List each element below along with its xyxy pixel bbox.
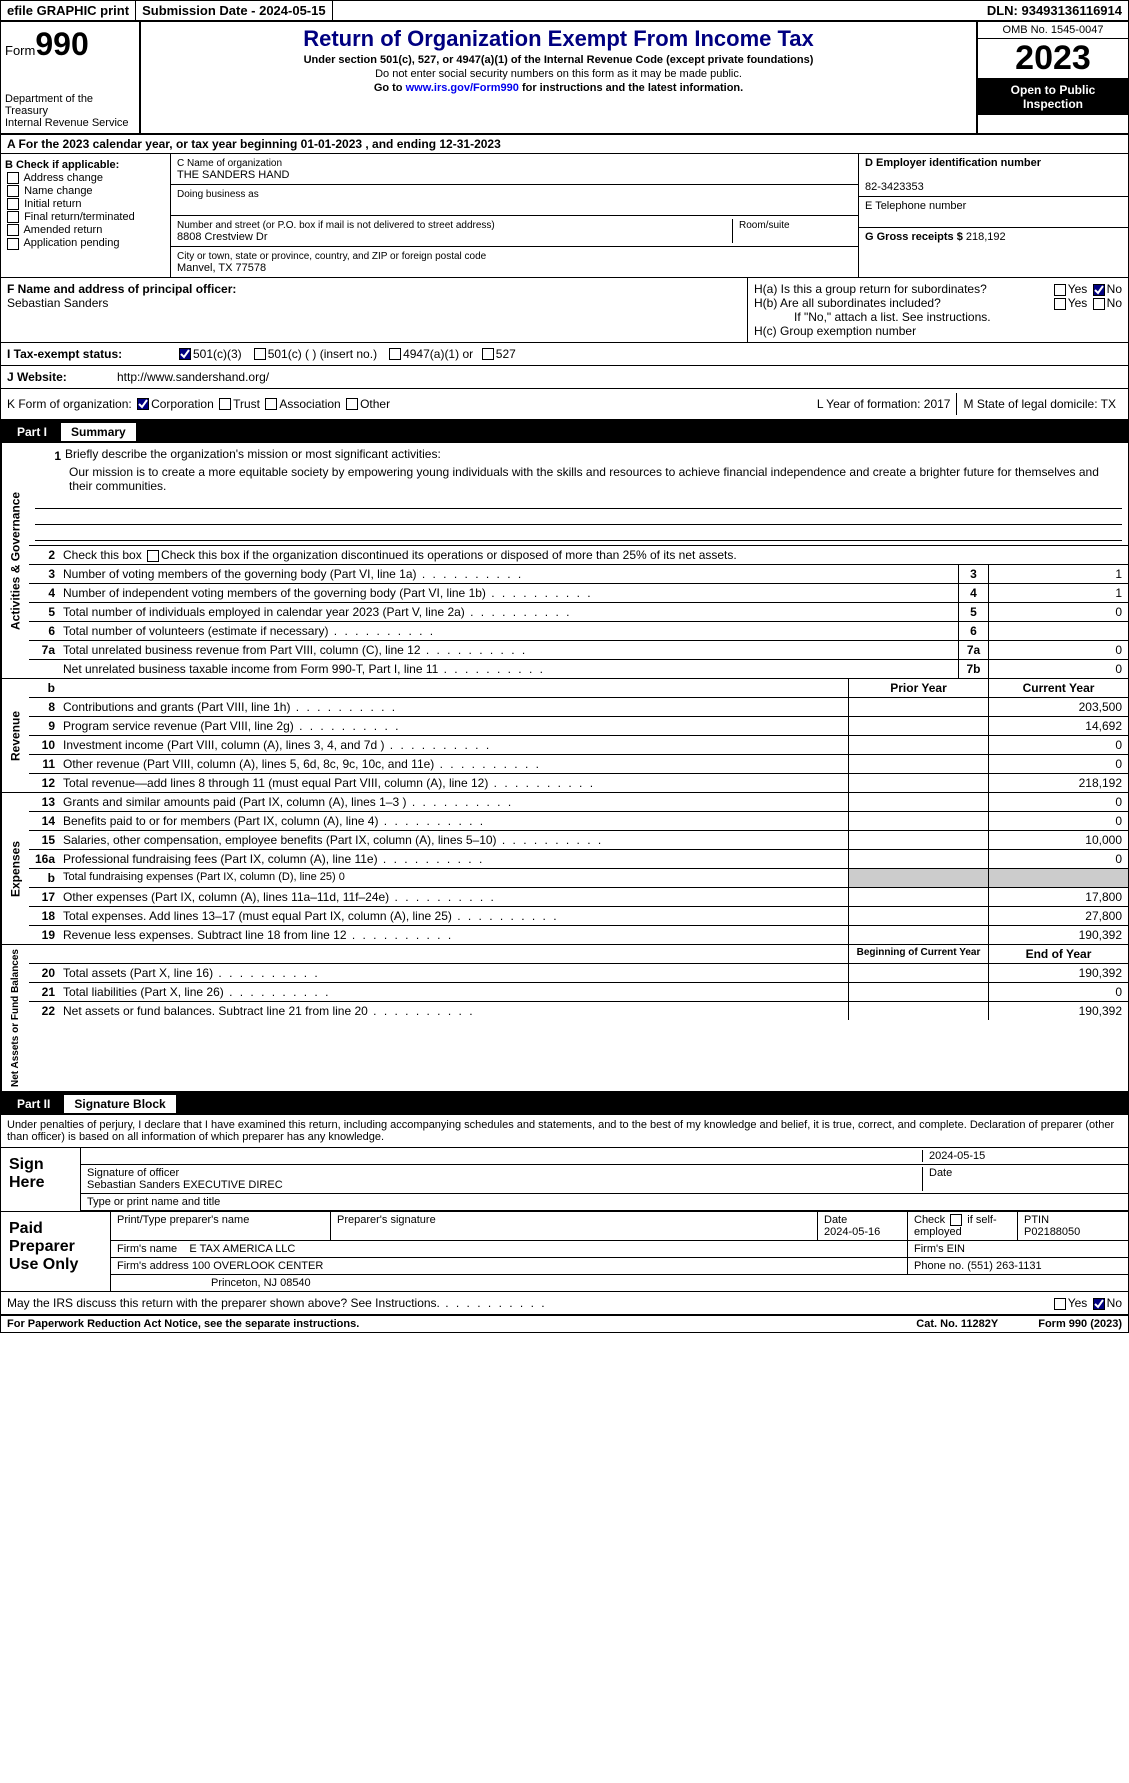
footer: For Paperwork Reduction Act Notice, see … — [1, 1316, 1128, 1332]
sign-date: 2024-05-15 — [922, 1150, 1122, 1162]
ck-corp[interactable] — [137, 398, 149, 410]
discuss-no[interactable] — [1093, 1298, 1105, 1310]
ck-501c3[interactable] — [179, 348, 191, 360]
submission-date: Submission Date - 2024-05-15 — [136, 1, 333, 20]
ck-selfemp[interactable] — [950, 1214, 962, 1226]
revenue-section: Revenue bPrior YearCurrent Year 8Contrib… — [1, 679, 1128, 793]
signer-name: Sebastian Sanders EXECUTIVE DIREC — [87, 1179, 283, 1191]
org-city: Manvel, TX 77578 — [177, 262, 266, 274]
ck-amended[interactable] — [7, 224, 19, 236]
tax-year: 2023 — [978, 39, 1128, 79]
dept-label: Department of the Treasury Internal Reve… — [5, 93, 135, 129]
netassets-section: Net Assets or Fund Balances Beginning of… — [1, 945, 1128, 1093]
prep-date: 2024-05-16 — [824, 1226, 880, 1238]
omb-no: OMB No. 1545-0047 — [978, 22, 1128, 39]
hb-yes[interactable] — [1054, 298, 1066, 310]
discuss-yes[interactable] — [1054, 1298, 1066, 1310]
header-left: Form990 Department of the Treasury Inter… — [1, 22, 141, 133]
header-center: Return of Organization Exempt From Incom… — [141, 22, 978, 133]
part2-header: Part II Signature Block — [1, 1093, 1128, 1115]
irs-link[interactable]: www.irs.gov/Form990 — [406, 82, 519, 94]
sig-declaration: Under penalties of perjury, I declare th… — [1, 1115, 1128, 1148]
ha-yes[interactable] — [1054, 284, 1066, 296]
website: http://www.sandershand.org/ — [117, 370, 269, 384]
section-fh: F Name and address of principal officer:… — [1, 278, 1128, 343]
part1-header: Part I Summary — [1, 421, 1128, 443]
header-right: OMB No. 1545-0047 2023 Open to Public In… — [978, 22, 1128, 133]
activities-governance: Activities & Governance 1Briefly describ… — [1, 443, 1128, 679]
discuss-row: May the IRS discuss this return with the… — [1, 1292, 1128, 1316]
ck-4947[interactable] — [389, 348, 401, 360]
officer-name: Sebastian Sanders — [7, 296, 108, 310]
ha-no[interactable] — [1093, 284, 1105, 296]
sign-here: Sign Here 2024-05-15 Signature of office… — [1, 1148, 1128, 1212]
dln: DLN: 93493136116914 — [981, 1, 1128, 20]
ck-initial[interactable] — [7, 198, 19, 210]
ck-assoc[interactable] — [265, 398, 277, 410]
row-j: J Website: http://www.sandershand.org/ — [1, 366, 1128, 389]
open-inspect: Open to Public Inspection — [978, 79, 1128, 115]
efile-label: efile GRAPHIC print — [1, 1, 136, 20]
ck-other[interactable] — [346, 398, 358, 410]
form-title: Return of Organization Exempt From Incom… — [149, 26, 968, 52]
col-b: B Check if applicable: Address change Na… — [1, 154, 171, 277]
ptin: P02188050 — [1024, 1226, 1080, 1238]
state-domicile: M State of legal domicile: TX — [957, 393, 1122, 415]
paid-preparer: Paid Preparer Use Only Print/Type prepar… — [1, 1212, 1128, 1292]
top-bar: efile GRAPHIC print Submission Date - 20… — [1, 1, 1128, 22]
ck-trust[interactable] — [219, 398, 231, 410]
expenses-section: Expenses 13Grants and similar amounts pa… — [1, 793, 1128, 945]
hb-no[interactable] — [1093, 298, 1105, 310]
row-a: A For the 2023 calendar year, or tax yea… — [1, 135, 1128, 154]
ein: 82-3423353 — [865, 181, 924, 193]
form-header: Form990 Department of the Treasury Inter… — [1, 22, 1128, 135]
ck-501c[interactable] — [254, 348, 266, 360]
firm-phone: (551) 263-1131 — [967, 1260, 1041, 1272]
ck-527[interactable] — [482, 348, 494, 360]
gross-receipts: 218,192 — [966, 231, 1006, 243]
org-address: 8808 Crestview Dr — [177, 231, 267, 243]
mission-block: 1Briefly describe the organization's mis… — [29, 443, 1128, 546]
firm-addr1: 100 OVERLOOK CENTER — [192, 1260, 323, 1272]
row-i: I Tax-exempt status: 501(c)(3) 501(c) ( … — [1, 343, 1128, 366]
ck-address[interactable] — [7, 172, 19, 184]
ck-discontinued[interactable] — [147, 550, 159, 562]
ck-name[interactable] — [7, 185, 19, 197]
col-deg: D Employer identification number82-34233… — [858, 154, 1128, 277]
mission-text: Our mission is to create a more equitabl… — [35, 465, 1122, 493]
section-b-e: B Check if applicable: Address change Na… — [1, 154, 1128, 278]
form-990: efile GRAPHIC print Submission Date - 20… — [0, 0, 1129, 1333]
org-name: THE SANDERS HAND — [177, 169, 289, 181]
ck-final[interactable] — [7, 211, 19, 223]
firm-addr2: Princeton, NJ 08540 — [111, 1275, 1128, 1291]
year-formation: L Year of formation: 2017 — [811, 393, 958, 415]
row-klm: K Form of organization: Corporation Trus… — [1, 389, 1128, 421]
ck-pending[interactable] — [7, 238, 19, 250]
col-c: C Name of organizationTHE SANDERS HAND D… — [171, 154, 858, 277]
firm-name: E TAX AMERICA LLC — [189, 1243, 295, 1255]
